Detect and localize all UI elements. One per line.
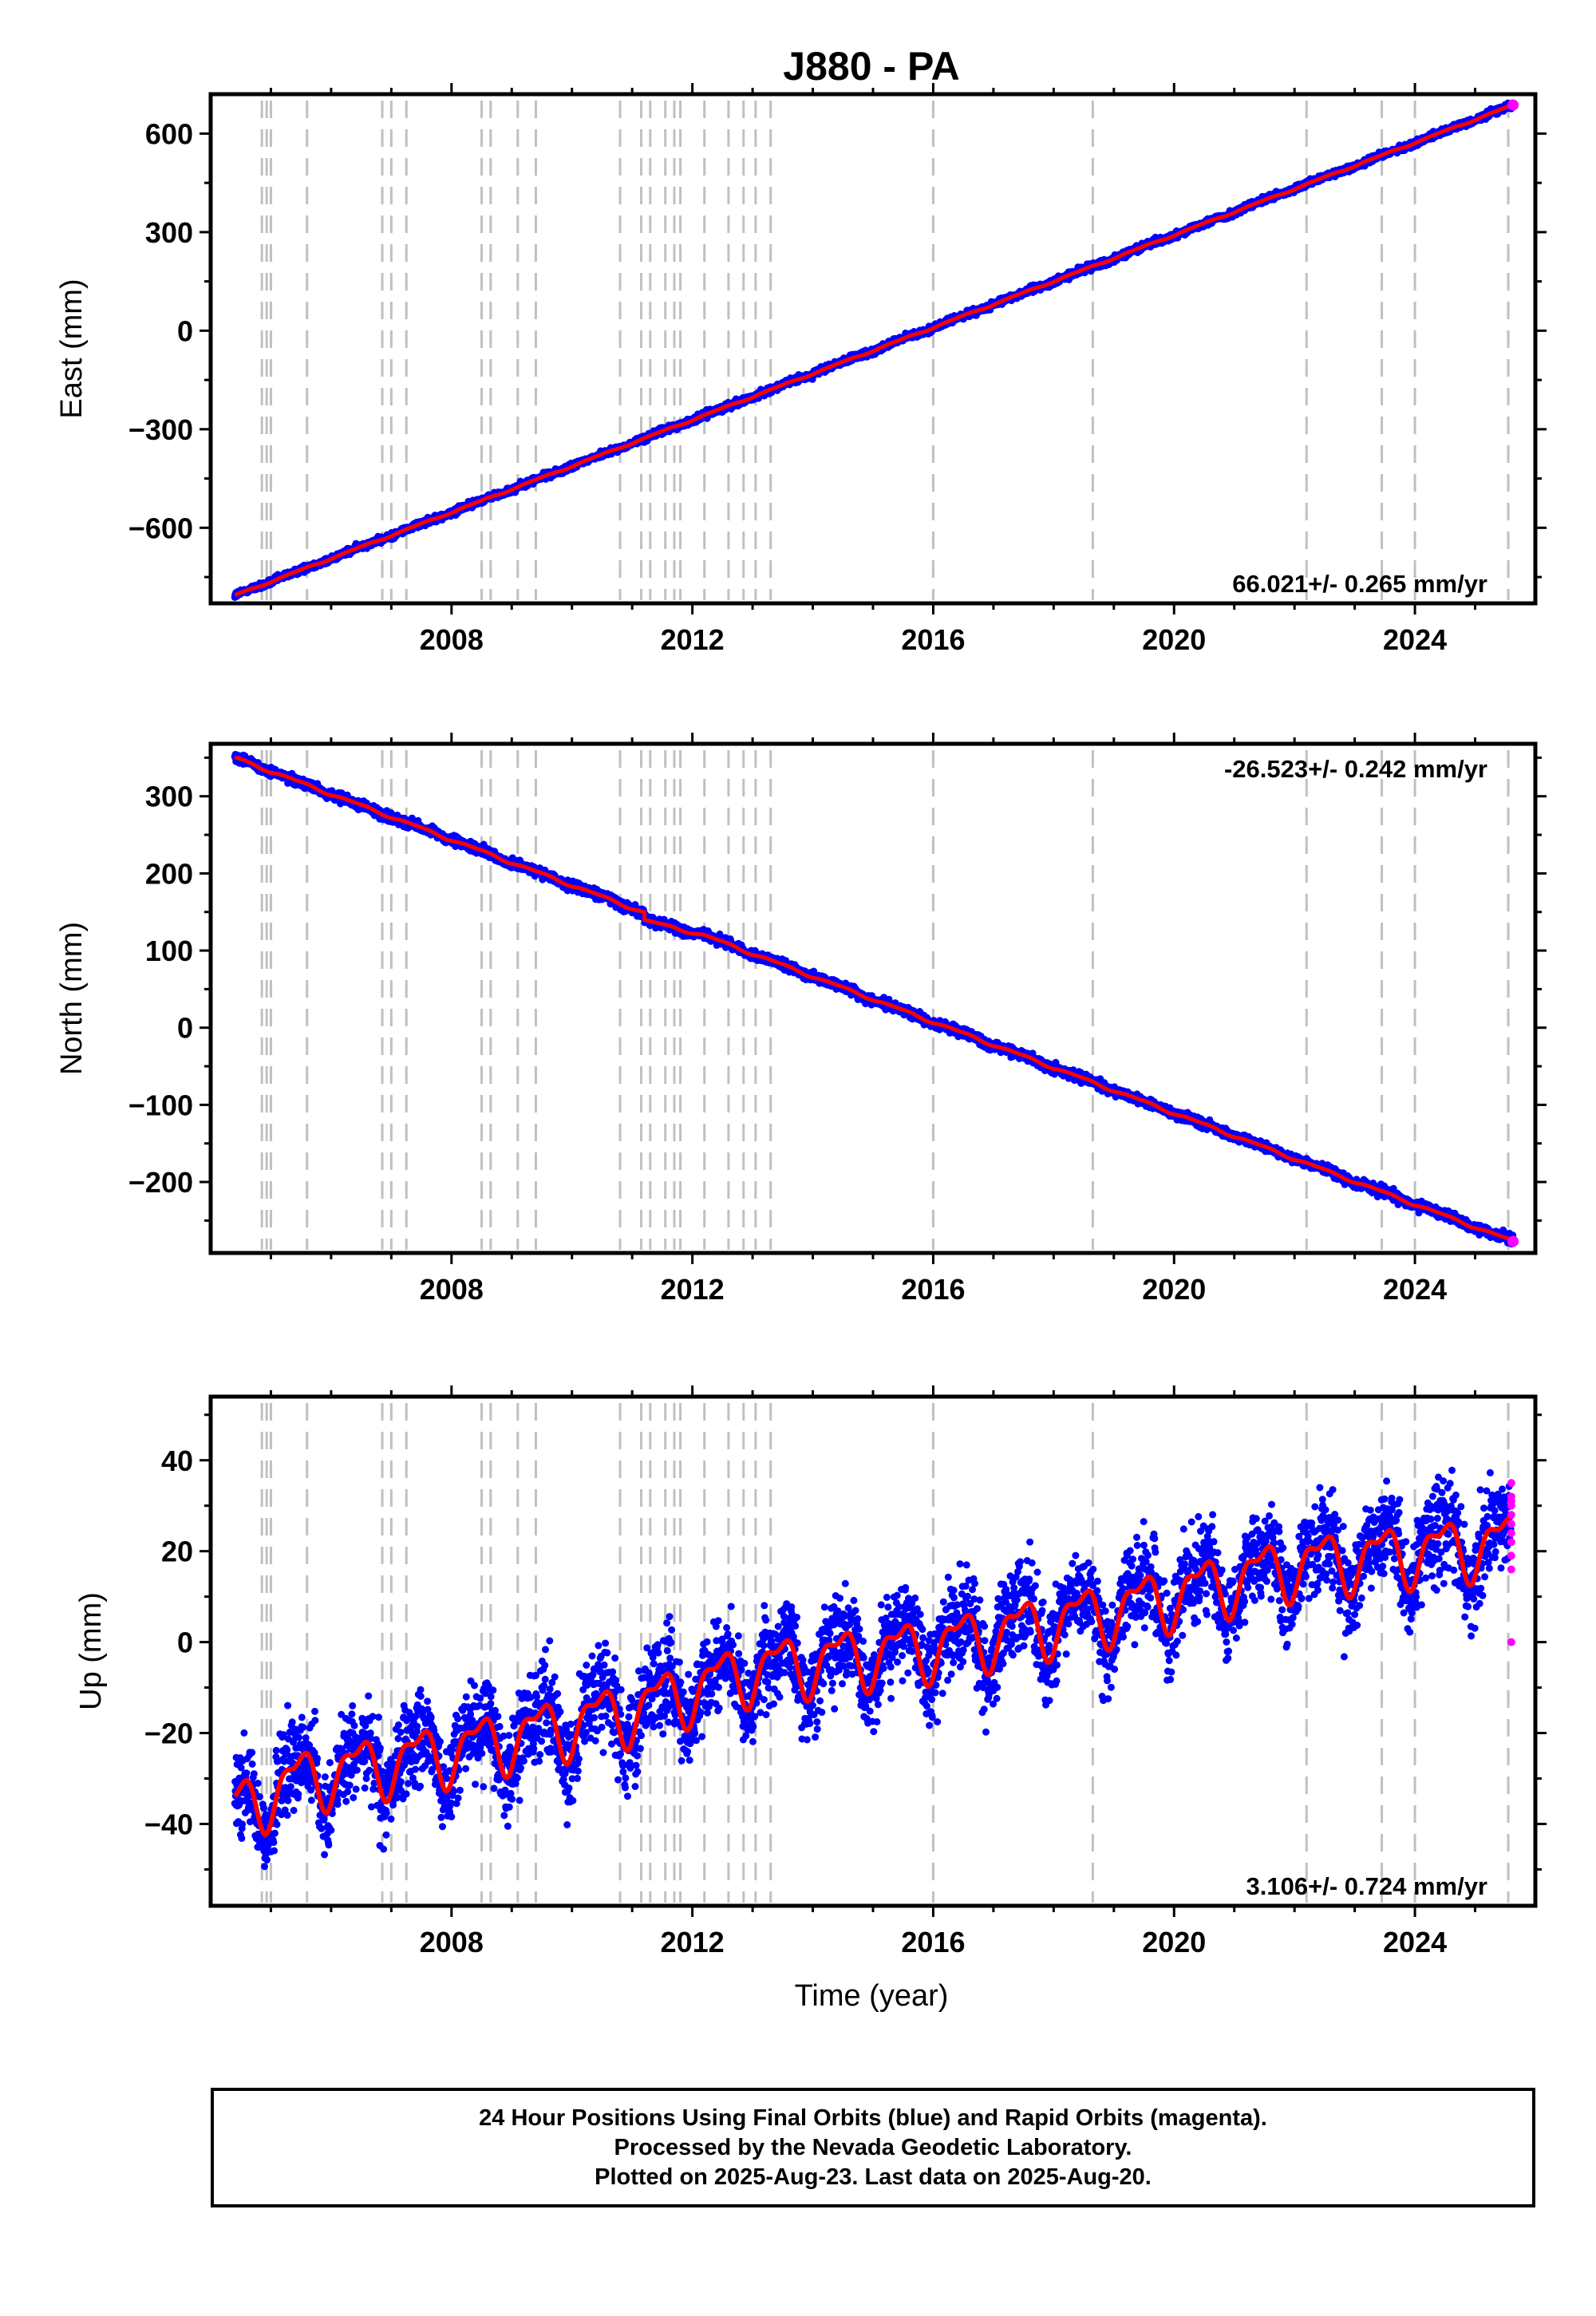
rapid-orbit-point — [1507, 1565, 1515, 1574]
rate-label: 66.021+/- 0.265 mm/yr — [1232, 570, 1487, 598]
rapid-orbit-point — [1507, 1520, 1515, 1528]
x-tick-label: 2024 — [1383, 1273, 1447, 1306]
y-tick-label: −40 — [144, 1808, 193, 1840]
x-tick-label: 2008 — [420, 1273, 484, 1306]
x-tick-label: 2024 — [1383, 623, 1447, 656]
x-tick-label: 2016 — [901, 1926, 965, 1958]
x-tick-label: 2016 — [901, 1273, 965, 1306]
y-tick-label: 0 — [177, 1626, 193, 1659]
rapid-orbit-point — [1507, 1538, 1515, 1547]
footer-box: 24 Hour Positions Using Final Orbits (bl… — [211, 2088, 1535, 2207]
panel-north: 2008 2012 2016 2020 2024 −200 −100 0 100 200 300 No… — [55, 733, 1547, 1306]
rapid-orbit-point — [1507, 99, 1519, 111]
x-tick-label: 2012 — [661, 1273, 725, 1306]
rapid-orbit-point — [1507, 1551, 1515, 1560]
y-tick-label: −20 — [144, 1717, 193, 1750]
x-tick-label: 2016 — [901, 623, 965, 656]
y-tick-label: −600 — [128, 512, 193, 544]
panel-east: 2008 2012 2016 2020 2024 −600 −300 0 300 600 East … — [55, 83, 1547, 656]
x-tick-label: 2012 — [661, 623, 725, 656]
rate-label: -26.523+/- 0.242 mm/yr — [1224, 755, 1487, 783]
rapid-orbit-point — [1507, 1511, 1515, 1520]
x-axis-label: Time (year) — [795, 1979, 949, 2013]
x-tick-label: 2020 — [1142, 623, 1206, 656]
chart-title: J880 - PA — [783, 44, 959, 89]
model-curve — [234, 102, 1514, 597]
y-tick-label: 40 — [161, 1445, 193, 1477]
final-orbit-points — [231, 1466, 1515, 1871]
y-tick-label: 600 — [145, 117, 193, 150]
rapid-orbit-point — [1507, 1492, 1515, 1501]
x-tick-label: 2024 — [1383, 1926, 1447, 1958]
rapid-orbit-point — [1507, 1528, 1515, 1537]
x-tick-label: 2012 — [661, 1926, 725, 1958]
rapid-orbit-point — [1507, 1479, 1515, 1488]
y-axis-label: North (mm) — [55, 922, 89, 1075]
x-tick-label: 2020 — [1142, 1926, 1206, 1958]
model-curve — [232, 1515, 1513, 1837]
y-tick-label: 300 — [145, 781, 193, 813]
y-tick-label: 20 — [161, 1535, 193, 1568]
footer-line-3: Plotted on 2025-Aug-23. Last data on 202… — [595, 2164, 1152, 2190]
footer-line-1: 24 Hour Positions Using Final Orbits (bl… — [479, 2105, 1267, 2131]
y-tick-label: 200 — [145, 857, 193, 890]
y-tick-label: −100 — [128, 1089, 193, 1121]
x-tick-label: 2008 — [420, 623, 484, 656]
rapid-orbit-point — [1507, 1235, 1519, 1247]
model-curve — [234, 755, 1514, 1243]
y-tick-label: 0 — [177, 314, 193, 347]
y-tick-label: 0 — [177, 1012, 193, 1045]
y-tick-label: 300 — [145, 216, 193, 249]
y-axis-label: East (mm) — [55, 279, 89, 418]
y-tick-label: −300 — [128, 413, 193, 446]
y-tick-label: −200 — [128, 1166, 193, 1199]
x-tick-label: 2008 — [420, 1926, 484, 1958]
rate-label: 3.106+/- 0.724 mm/yr — [1246, 1872, 1487, 1900]
footer-line-2: Processed by the Nevada Geodetic Laborat… — [614, 2135, 1132, 2160]
x-tick-label: 2020 — [1142, 1273, 1206, 1306]
time-series-chart: J880 - PA 2008 2012 2016 2020 2024 −600 −300 0 3… — [55, 44, 1547, 2013]
y-axis-label: Up (mm) — [74, 1592, 108, 1710]
y-tick-label: 100 — [145, 935, 193, 967]
plot-frame — [208, 1394, 1538, 1908]
rapid-orbit-point — [1507, 1638, 1515, 1646]
panel-up: 2008 2012 2016 2020 2024 −40 −20 0 20 40 Up (mm) 3.… — [74, 1385, 1547, 1958]
